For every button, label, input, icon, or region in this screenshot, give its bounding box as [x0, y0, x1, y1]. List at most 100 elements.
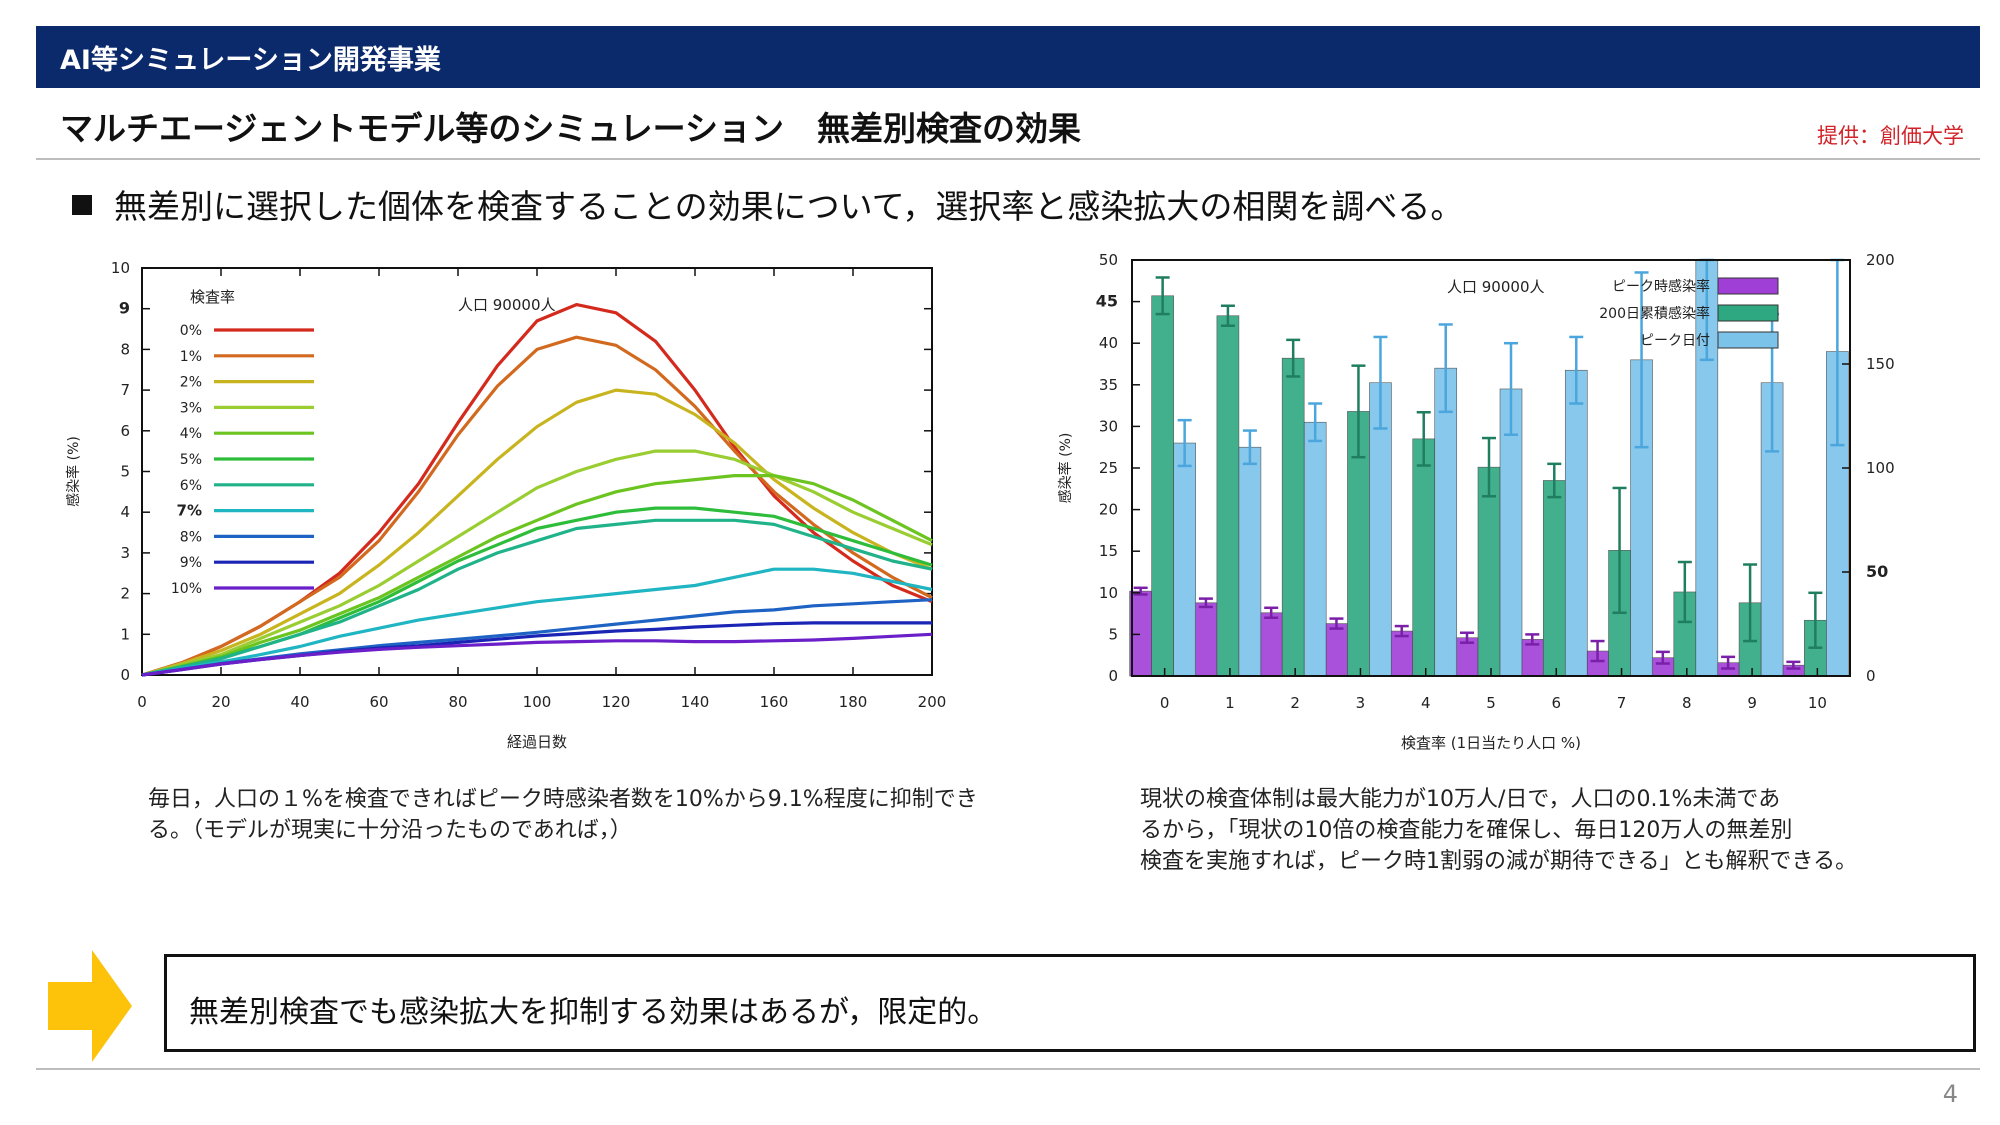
x-tick-label: 0: [137, 693, 147, 711]
x-tick-label: 2: [1290, 694, 1300, 712]
legend-label: 1%: [180, 349, 202, 365]
bar: [1390, 630, 1414, 677]
y-tick-label: 10: [111, 259, 130, 277]
y-tick-label: 45: [1096, 292, 1118, 311]
bar: [1216, 315, 1240, 677]
conclusion-box: 無差別検査でも感染拡大を抑制する効果はあるが，限定的。: [164, 954, 1976, 1052]
legend-label: 2%: [180, 375, 202, 391]
chart-annotation: 人口 90000人: [458, 296, 556, 314]
x-tick-label: 80: [448, 693, 467, 711]
y-tick-label: 5: [120, 463, 130, 481]
x-axis-label: 経過日数: [507, 733, 567, 751]
x-axis-label: 検査率 (1日当たり人口 %): [1401, 734, 1581, 752]
y-tick-label: 6: [120, 422, 130, 440]
x-tick-label: 20: [211, 693, 230, 711]
y2-tick-label: 100: [1866, 459, 1895, 477]
bar: [1542, 480, 1566, 677]
note-line: る。（モデルが現実に十分沿ったものであれば，）: [148, 818, 632, 843]
series-line: [141, 474, 933, 677]
x-tick-label: 100: [523, 693, 552, 711]
line-chart: 0 20 40 60 80 100 120 140 160 180 200 0 1 2 3 4 5 6 7 8 9 10 経…: [65, 259, 947, 751]
x-tick-label: 200: [918, 693, 947, 711]
x-tick-label: 10: [1808, 694, 1827, 712]
bar: [1281, 357, 1305, 677]
x-tick-label: 3: [1356, 694, 1366, 712]
note-line: 検査を実施すれば，ピーク時1割弱の減が期待できる」とも解釈できる。: [1140, 849, 1858, 874]
legend-label: 8%: [180, 529, 202, 545]
y-axis-label: 感染率 (%): [1057, 433, 1074, 504]
bullet-point: 無差別に選択した個体を検査することの効果について，選択率と感染拡大の相関を調べる…: [72, 180, 1463, 228]
bar-chart: 0 1 2 3 4 5 6 7 8 9 100510152025303540455005010015…: [1057, 251, 1895, 752]
y-axis-label: 感染率 (%): [65, 436, 82, 507]
title-divider: [36, 158, 1980, 160]
y-tick-label: 1: [120, 625, 130, 643]
bullet-text: 無差別に選択した個体を検査することの効果について，選択率と感染拡大の相関を調べる…: [114, 187, 1464, 226]
x-tick-label: 120: [602, 693, 631, 711]
y-tick-label: 15: [1099, 542, 1118, 560]
square-bullet-icon: [72, 195, 92, 215]
series-line: [141, 567, 933, 677]
legend-label: 200日累積感染率: [1599, 305, 1710, 322]
x-tick-label: 60: [369, 693, 388, 711]
note-right: 現状の検査体制は最大能力が10万人/日で，人口の0.1%未満であ るから，「現状…: [1140, 784, 1960, 877]
legend-swatch: [1717, 277, 1779, 295]
bar: [1151, 295, 1174, 677]
y-tick-label: 35: [1099, 376, 1118, 394]
x-tick-label: 7: [1617, 694, 1627, 712]
page-number: 4: [1942, 1080, 1958, 1108]
legend-label: 6%: [180, 478, 202, 494]
y-tick-label: 8: [120, 340, 130, 358]
x-tick-label: 9: [1747, 694, 1757, 712]
bar: [1564, 369, 1588, 677]
x-tick-label: 8: [1682, 694, 1692, 712]
y-tick-label: 40: [1099, 334, 1118, 352]
bar: [1303, 421, 1327, 677]
y-tick-label: 0: [120, 666, 130, 684]
legend-label: ピーク時感染率: [1612, 278, 1710, 295]
x-tick-label: 40: [290, 693, 309, 711]
legend-label: 9%: [180, 555, 202, 571]
x-tick-label: 180: [839, 693, 868, 711]
bar: [1412, 438, 1436, 677]
x-tick-label: 6: [1551, 694, 1561, 712]
legend-label: 0%: [180, 323, 202, 339]
page-title: マルチエージェントモデル等のシミュレーション 無差別検査の効果: [60, 109, 1082, 148]
bar: [1477, 466, 1501, 677]
y-tick-label: 3: [120, 544, 130, 562]
conclusion-text: 無差別検査でも感染拡大を抑制する効果はあるが，限定的。: [189, 995, 998, 1030]
x-tick-label: 1: [1225, 694, 1235, 712]
note-left: 毎日，人口の１%を検査できればピーク時感染者数を10%から9.1%程度に抑制でき…: [148, 784, 1028, 846]
x-tick-label: 140: [681, 693, 710, 711]
legend-label: 5%: [180, 452, 202, 468]
note-line: るから，「現状の10倍の検査能力を確保し、毎日120万人の無差別: [1140, 818, 1793, 843]
note-line: 現状の検査体制は最大能力が10万人/日で，人口の0.1%未満であ: [1140, 787, 1781, 812]
y-tick-label: 5: [1108, 625, 1118, 643]
x-tick-label: 4: [1421, 694, 1431, 712]
legend-swatch: [1717, 304, 1779, 322]
series-line: [141, 449, 933, 677]
footer-divider: [36, 1068, 1980, 1070]
legend-label: 4%: [180, 426, 202, 442]
bar: [1238, 446, 1262, 677]
bar: [1194, 602, 1218, 677]
y2-tick-label: 150: [1866, 355, 1895, 373]
y-tick-label: 10: [1099, 584, 1118, 602]
y-tick-label: 30: [1099, 417, 1118, 435]
bar: [1325, 623, 1348, 677]
y2-tick-label: 200: [1866, 251, 1895, 269]
y-tick-label: 9: [119, 299, 130, 318]
chart-annotation: 人口 90000人: [1447, 278, 1545, 296]
y-tick-label: 50: [1099, 251, 1118, 269]
x-tick-label: 5: [1486, 694, 1496, 712]
bar: [1259, 612, 1283, 677]
note-line: 毎日，人口の１%を検査できればピーク時感染者数を10%から9.1%程度に抑制でき: [148, 787, 978, 812]
series-line: [141, 335, 933, 677]
y-tick-label: 7: [120, 381, 130, 399]
bar: [1173, 442, 1196, 677]
series-line: [141, 518, 933, 677]
y-tick-label: 4: [120, 503, 130, 521]
legend-label: 10%: [171, 581, 202, 597]
legend-swatch: [1717, 331, 1779, 349]
series-line: [141, 632, 933, 677]
credit-label: 提供：創価大学: [1817, 124, 1964, 148]
